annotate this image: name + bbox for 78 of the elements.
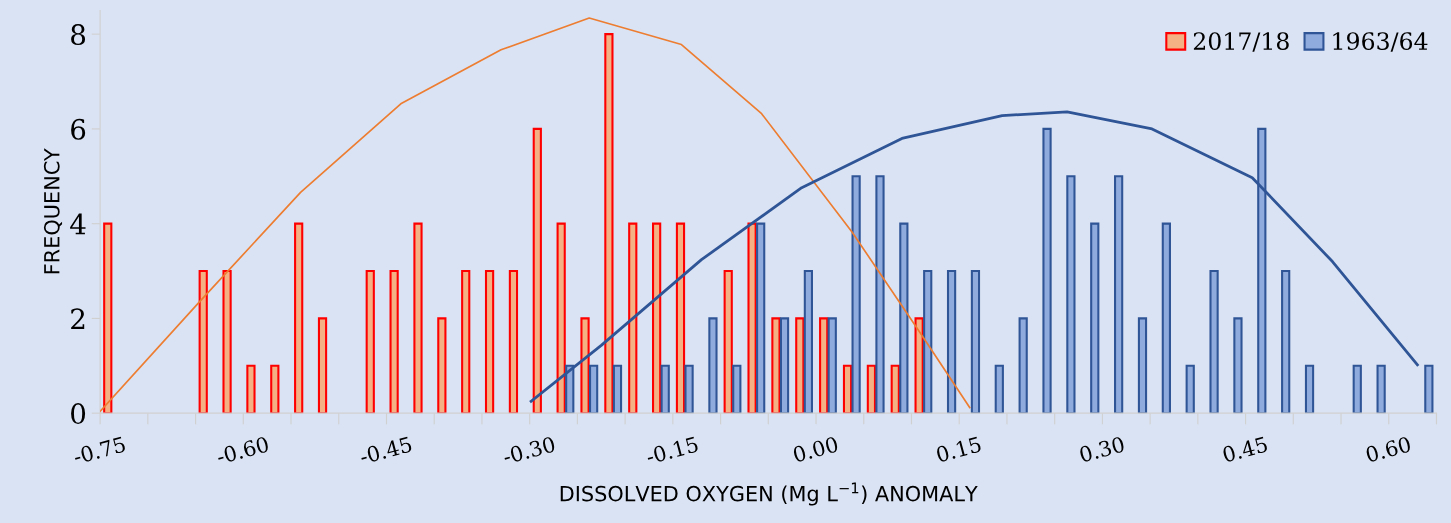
bar [532, 127, 542, 414]
bar [1352, 364, 1362, 414]
bar [365, 270, 375, 414]
bar [795, 317, 805, 414]
x-tick-label: -0.60 [215, 436, 270, 465]
x-tick-label: 0.00 [792, 436, 839, 463]
bar [461, 270, 471, 414]
bar [827, 317, 837, 414]
bar [899, 222, 909, 414]
bar [222, 270, 232, 414]
bar [708, 317, 718, 414]
legend-label: 1963/64 [1333, 32, 1428, 52]
bar [851, 175, 861, 414]
bar [484, 270, 495, 414]
y-tick-label: 6 [71, 118, 86, 140]
bar [1376, 364, 1386, 414]
x-tick-label: -0.30 [502, 436, 556, 465]
bar [1066, 175, 1076, 414]
bar [589, 364, 599, 414]
bar [437, 317, 447, 414]
bar [970, 270, 981, 414]
legend-label: 2017/18 [1193, 32, 1289, 52]
bar [652, 222, 662, 414]
bar [389, 270, 399, 414]
bar [660, 364, 670, 414]
bar [317, 317, 328, 414]
bar [1304, 364, 1315, 414]
x-tick-label: 0.60 [1365, 436, 1412, 463]
bar [875, 175, 885, 414]
bar [732, 364, 742, 414]
bar [1137, 317, 1148, 414]
x-tick-label: 0.30 [1078, 436, 1126, 463]
bar [580, 317, 590, 414]
bar [1281, 270, 1291, 414]
x-axis-title: DISSOLVED OXYGEN (Mg L$^{−1}$) ANOMALY [560, 482, 978, 506]
bar [923, 270, 933, 414]
bar [294, 222, 304, 414]
bar [413, 222, 423, 414]
y-axis-title: FREQUENCY [43, 148, 63, 274]
bar [803, 270, 814, 414]
bar [1185, 364, 1195, 414]
x-tick-label: 0.15 [935, 436, 982, 463]
bar [556, 222, 566, 414]
bar [684, 364, 694, 414]
bar [819, 317, 829, 414]
bar [675, 222, 686, 414]
y-tick-label: 8 [71, 24, 86, 46]
bar [946, 270, 957, 414]
x-tick-label: -0.45 [359, 436, 413, 465]
y-tick-label: 2 [71, 308, 85, 329]
x-tick-label: -0.15 [645, 436, 699, 465]
bar [994, 364, 1004, 414]
bar [1424, 364, 1434, 414]
bar [1042, 127, 1052, 414]
bar [1018, 317, 1028, 414]
y-tick-label: 0 [71, 403, 86, 425]
bar [1209, 270, 1219, 414]
bar [604, 33, 614, 414]
bar [779, 317, 790, 414]
bar [270, 364, 280, 414]
bar [1114, 175, 1124, 414]
bar [508, 270, 519, 414]
bar [1233, 317, 1243, 414]
bar [612, 364, 623, 414]
x-tick-label: -0.75 [72, 436, 126, 465]
line-series [100, 17, 971, 413]
bar [747, 222, 757, 414]
bar [198, 270, 208, 414]
y-tick-label: 4 [70, 213, 86, 235]
bar [246, 364, 256, 414]
bar [103, 222, 113, 414]
x-tick-label: 0.45 [1221, 436, 1268, 463]
bar [723, 270, 733, 414]
bar [1161, 222, 1171, 414]
bar [842, 364, 853, 414]
bar [771, 317, 781, 414]
bar [1090, 222, 1100, 414]
bar [628, 222, 638, 414]
